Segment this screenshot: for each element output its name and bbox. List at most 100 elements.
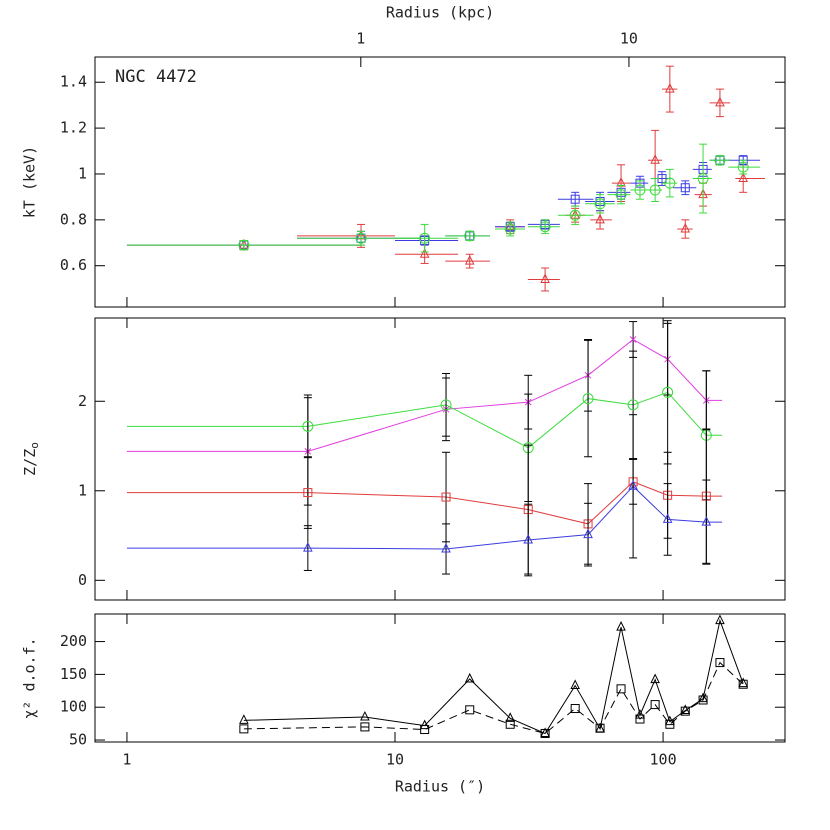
marker — [594, 198, 606, 210]
y-tick-label: 0.8 — [60, 210, 87, 228]
y-tick-label: 0.6 — [60, 256, 87, 274]
y-axis-label-main: Z/Z — [21, 449, 39, 476]
marker — [239, 714, 249, 724]
marker — [627, 399, 639, 411]
marker — [680, 704, 691, 714]
marker — [465, 705, 475, 715]
marker — [360, 710, 370, 721]
marker — [464, 230, 476, 242]
x2-tick-label: 1 — [356, 30, 365, 48]
marker — [419, 232, 431, 244]
marker — [738, 172, 748, 183]
marker — [715, 96, 725, 107]
marker — [464, 672, 475, 683]
marker — [616, 684, 626, 694]
y-tick-label: 50 — [69, 731, 87, 749]
y-tick-label: 1.2 — [60, 119, 87, 137]
x-tick-label: 1 — [122, 751, 131, 769]
marker — [738, 679, 748, 689]
marker — [570, 704, 580, 714]
marker — [570, 194, 580, 204]
marker — [664, 177, 676, 189]
marker — [540, 728, 550, 738]
y-tick-label: 200 — [60, 632, 87, 650]
marker — [628, 480, 638, 490]
x-axis-label: Radius (″) — [395, 778, 485, 796]
marker — [698, 695, 708, 705]
marker — [420, 725, 430, 735]
marker — [570, 679, 580, 690]
marker — [419, 719, 430, 730]
marker — [662, 513, 673, 523]
line — [243, 618, 744, 735]
y-tick-label: 0 — [78, 571, 87, 589]
marker — [715, 658, 725, 668]
marker — [302, 420, 314, 432]
marker — [539, 221, 551, 233]
marker — [649, 184, 661, 196]
annotation: NGC 4472 — [115, 67, 197, 87]
marker — [303, 541, 313, 552]
marker — [634, 184, 646, 196]
marker — [680, 183, 690, 193]
marker — [701, 515, 712, 526]
marker — [665, 82, 675, 93]
y-tick-label: 2 — [78, 392, 87, 410]
x-tick-label: 100 — [650, 751, 677, 769]
x2-tick-label: 10 — [620, 30, 638, 48]
marker — [595, 213, 605, 224]
marker — [505, 719, 515, 729]
marker — [715, 614, 725, 625]
marker — [355, 232, 367, 244]
marker — [303, 488, 313, 498]
y-tick-label: 100 — [60, 698, 87, 716]
marker — [239, 724, 249, 734]
x-tick-label: 10 — [386, 751, 404, 769]
marker — [440, 399, 452, 411]
marker — [650, 673, 660, 684]
marker — [441, 542, 451, 553]
y-tick-label: 1 — [78, 481, 87, 499]
y-axis-label-sub: o — [28, 442, 41, 449]
line — [243, 661, 744, 735]
marker — [464, 255, 475, 265]
marker — [238, 239, 250, 251]
panel-frame — [94, 613, 786, 743]
marker — [737, 161, 749, 173]
y-axis-label: Z/Zo — [21, 442, 42, 476]
marker — [441, 492, 451, 502]
marker — [419, 248, 430, 258]
marker — [680, 222, 691, 233]
marker — [615, 189, 627, 201]
marker — [595, 723, 605, 733]
marker — [697, 173, 709, 185]
panel-frame — [94, 56, 786, 308]
marker — [360, 722, 370, 732]
y-tick-label: 1 — [78, 164, 87, 182]
y-tick-label: 150 — [60, 665, 87, 683]
x2-axis-label: Radius (kpc) — [386, 4, 494, 22]
marker — [629, 336, 637, 343]
marker — [505, 712, 516, 722]
marker — [616, 621, 626, 631]
y-tick-label: 1.4 — [60, 73, 87, 91]
marker — [665, 719, 675, 729]
marker — [523, 533, 534, 544]
y-axis-label: χ² d.o.f. — [21, 637, 39, 718]
marker — [698, 692, 708, 703]
marker — [714, 154, 726, 166]
marker — [680, 706, 690, 716]
marker — [635, 714, 645, 724]
marker — [662, 386, 674, 398]
panel-frame — [94, 317, 786, 601]
marker — [504, 223, 516, 235]
marker — [569, 209, 581, 221]
marker — [583, 528, 593, 539]
marker — [650, 154, 660, 164]
marker — [582, 393, 594, 405]
marker — [540, 273, 550, 283]
y-axis-label: kT (keV) — [21, 146, 39, 218]
marker — [650, 700, 660, 710]
